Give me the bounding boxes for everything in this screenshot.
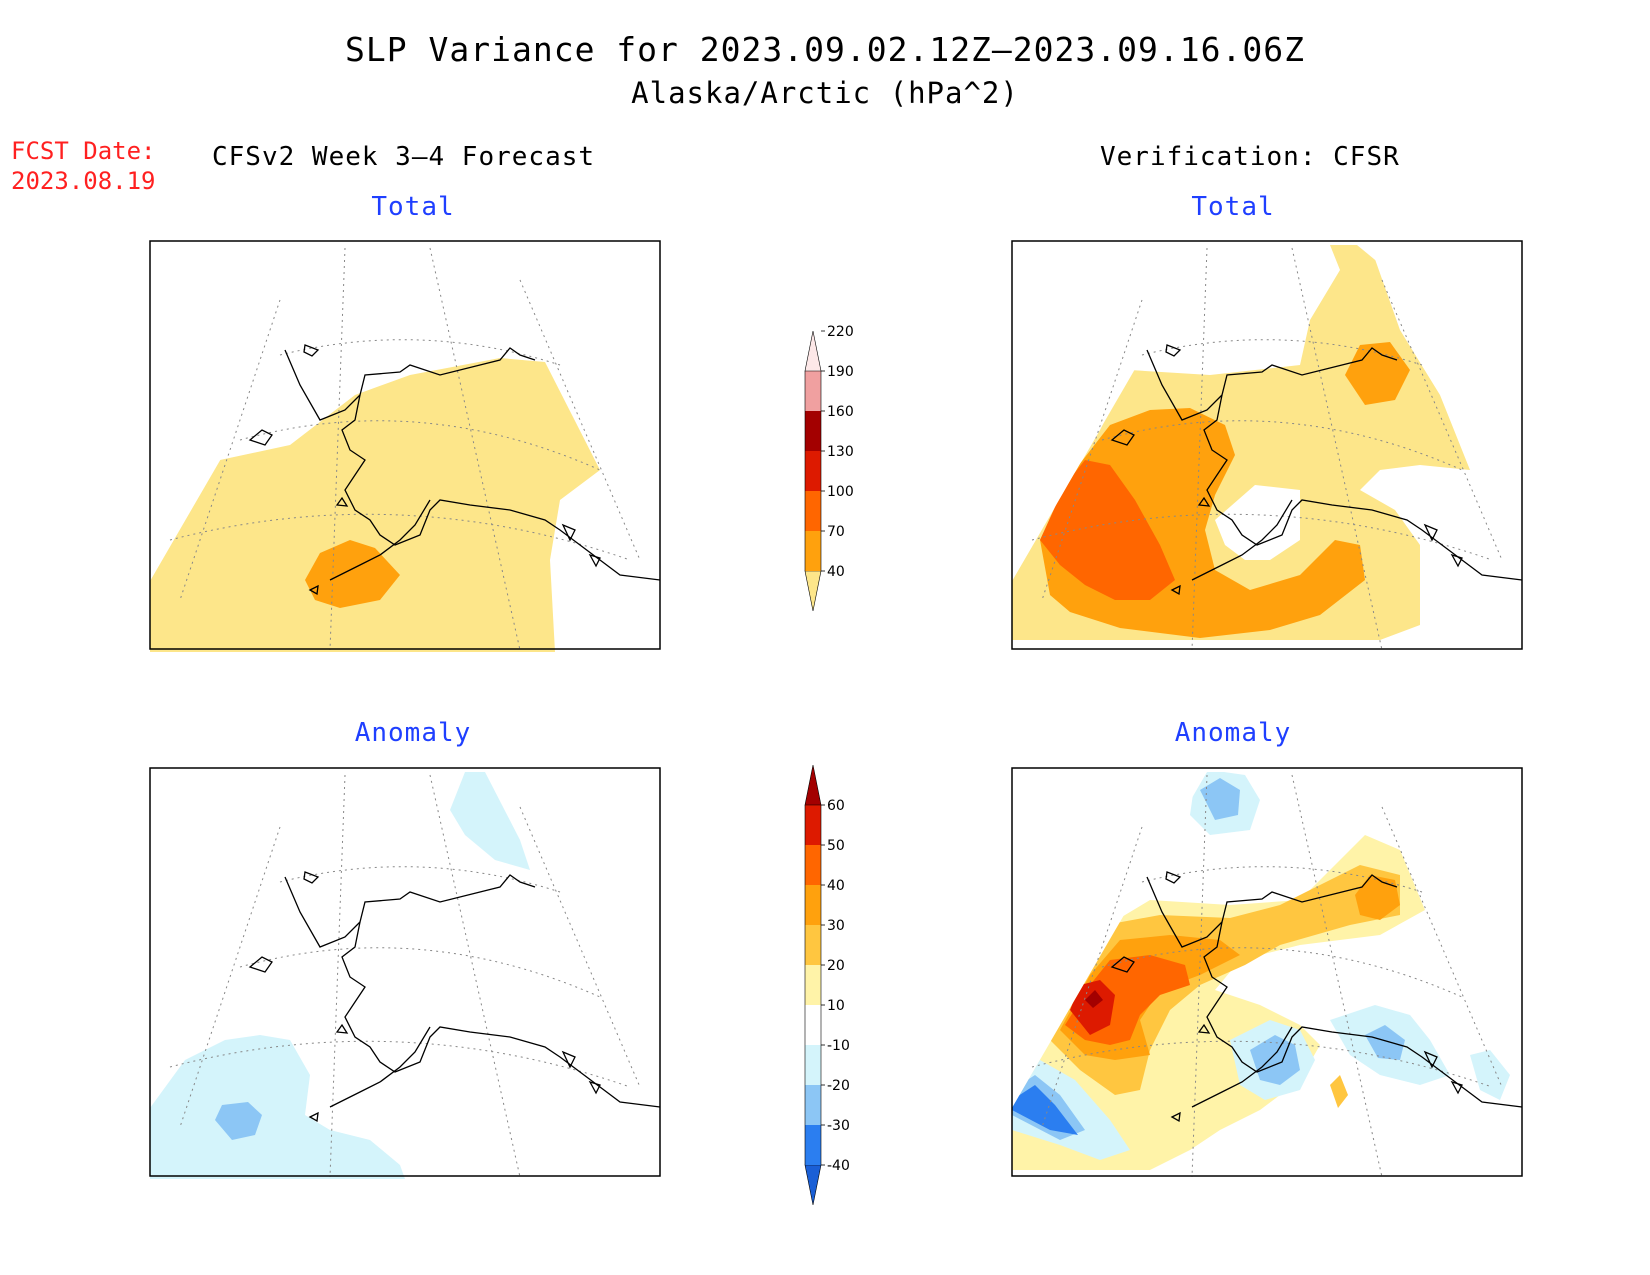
- colorbar-total-cap-bottom: [804, 570, 822, 612]
- coastline: [1110, 344, 1523, 596]
- chart-subtitle: Alaska/Arctic (hPa^2): [631, 76, 1019, 110]
- colorbar-anomaly-segment: [805, 1045, 821, 1085]
- colorbar-anomaly: -40 -30 -20 -10 10 20 30 40 50 60: [804, 764, 850, 1206]
- colorbar-anomaly-tick-label: 40: [827, 878, 845, 894]
- colorbar-anomaly-segment: [805, 925, 821, 965]
- colorbar-anomaly-tick-label: 50: [827, 838, 845, 854]
- verification-header: Verification: CFSR: [1100, 142, 1400, 172]
- colorbar-anomaly-cap-bottom: [804, 1164, 822, 1206]
- colorbar-anomaly-cap-top: [804, 764, 822, 806]
- map-forecast-anomaly: [149, 767, 661, 1179]
- colorbar-anomaly-segment: [805, 965, 821, 1005]
- colorbar-anomaly-segment: [805, 1125, 821, 1165]
- graticule: [1031, 774, 1503, 1178]
- anomaly-shading: [1012, 772, 1510, 1170]
- colorbar-anomaly-tick-label: -10: [827, 1038, 850, 1054]
- map-frame: [149, 240, 661, 650]
- colorbar-total-segment: [805, 371, 821, 411]
- panel-title-verification-total: Total: [1191, 192, 1275, 222]
- colorbar-anomaly-segment: [805, 1005, 821, 1045]
- colorbar-anomaly-tick-label: 20: [827, 958, 845, 974]
- coastline: [1110, 871, 1523, 1123]
- colorbar-anomaly-tick-label: 30: [827, 918, 845, 934]
- colorbar-total-segment: [805, 411, 821, 451]
- colorbar-total-tick-label: 100: [827, 484, 854, 500]
- variance-shading: [150, 358, 600, 652]
- colorbar-total-segment: [805, 451, 821, 491]
- colorbar-total-tick-label: 220: [827, 324, 854, 340]
- map-frame: [1011, 240, 1523, 650]
- map-frame: [1011, 767, 1523, 1177]
- colorbar-anomaly-segment: [805, 885, 821, 925]
- anomaly-shading: [150, 772, 530, 1179]
- colorbar-anomaly-tick-label: -30: [827, 1118, 850, 1134]
- colorbar-total-tick-label: 160: [827, 404, 854, 420]
- map-forecast-total: [149, 240, 661, 652]
- colorbar-total-segment: [805, 491, 821, 531]
- map-verification-total: [1011, 240, 1523, 651]
- colorbar-anomaly-tick-label: 10: [827, 998, 845, 1014]
- colorbar-anomaly-tick-label: -40: [827, 1158, 850, 1174]
- colorbar-anomaly-segment: [805, 805, 821, 845]
- map-frame: [149, 767, 661, 1177]
- graticule: [169, 774, 641, 1178]
- colorbar-total-cap-top: [804, 330, 822, 372]
- coastline: [248, 871, 661, 1123]
- graticule: [169, 247, 641, 651]
- colorbar-total-tick-label: 70: [827, 524, 845, 540]
- fcst-date-label: FCST Date:: [11, 137, 156, 165]
- panel-title-forecast-total: Total: [371, 192, 455, 222]
- colorbar-total-segment: [805, 531, 821, 571]
- colorbar-anomaly-tick-label: -20: [827, 1078, 850, 1094]
- colorbar-total-tick-label: 130: [827, 444, 854, 460]
- colorbar-anomaly-segment: [805, 1085, 821, 1125]
- fcst-date-value: 2023.08.19: [11, 167, 156, 195]
- chart-title: SLP Variance for 2023.09.02.12Z–2023.09.…: [345, 30, 1305, 69]
- panel-title-verification-anomaly: Anomaly: [1174, 718, 1292, 748]
- colorbar-total: 40 70 100 130 160 190 220: [804, 324, 854, 612]
- panel-title-forecast-anomaly: Anomaly: [354, 718, 472, 748]
- variance-shading: [1012, 245, 1470, 640]
- coastline: [248, 344, 661, 596]
- colorbar-total-tick-label: 40: [827, 564, 845, 580]
- forecast-header: CFSv2 Week 3–4 Forecast: [212, 142, 596, 172]
- colorbar-anomaly-segment: [805, 845, 821, 885]
- map-verification-anomaly: [1011, 767, 1523, 1178]
- graticule: [1031, 247, 1503, 651]
- colorbar-anomaly-tick-label: 60: [827, 798, 845, 814]
- colorbar-total-tick-label: 190: [827, 364, 854, 380]
